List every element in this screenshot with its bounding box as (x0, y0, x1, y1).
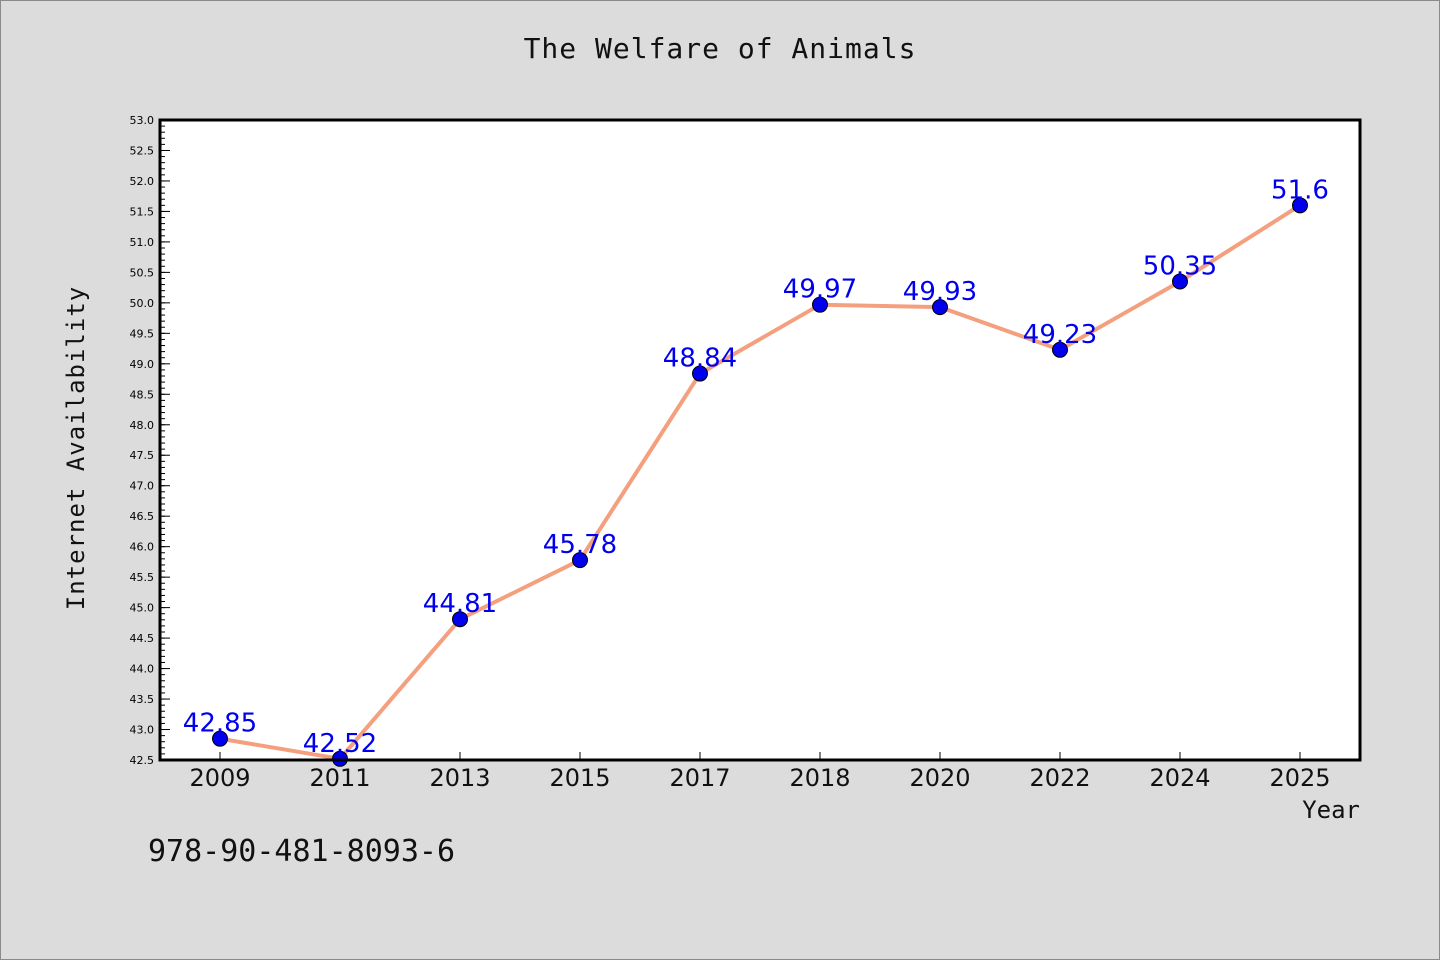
x-tick-label: 2015 (549, 764, 610, 792)
y-tick-label: 48.0 (130, 419, 155, 432)
data-point (212, 730, 228, 747)
data-label: 48.84 (663, 344, 737, 374)
y-tick-label: 46.5 (130, 510, 155, 523)
y-tick-label: 49.5 (130, 327, 155, 340)
data-label: 51.6 (1271, 175, 1329, 205)
y-tick-label: 42.5 (130, 754, 155, 767)
data-point (812, 296, 828, 313)
y-tick-label: 49.0 (130, 358, 155, 371)
y-tick-label: 51.0 (130, 236, 155, 249)
data-label: 42.85 (183, 709, 257, 739)
y-tick-label: 43.0 (130, 724, 155, 737)
data-point (1052, 341, 1068, 358)
y-tick-label: 45.5 (130, 571, 155, 584)
x-tick-label: 2024 (1149, 764, 1210, 792)
plot-border (158, 118, 1362, 762)
data-label: 45.78 (543, 530, 617, 560)
x-axis-label: Year (1302, 796, 1360, 824)
data-point (1172, 273, 1188, 290)
y-tick-label: 50.5 (130, 266, 155, 279)
x-tick-label: 2022 (1029, 764, 1090, 792)
data-label: 42.52 (303, 729, 377, 759)
x-tick-label: 2018 (789, 764, 850, 792)
data-label: 50.35 (1143, 252, 1217, 282)
y-tick-label: 43.5 (130, 693, 155, 706)
data-point (452, 611, 468, 628)
x-tick-label: 2020 (909, 764, 970, 792)
data-label: 49.93 (903, 277, 977, 307)
y-tick-label: 47.5 (130, 449, 155, 462)
series-markers (212, 197, 1308, 767)
y-axis-ticks: 42.5 43.0 43.5 44.0 44.5 45.0 45.5 46.0 46.5 47.0… (130, 114, 170, 767)
data-point (692, 365, 708, 382)
x-tick-label: 2013 (429, 764, 490, 792)
data-point (932, 299, 948, 316)
y-tick-label: 45.0 (130, 602, 155, 615)
series-line (219, 203, 1302, 761)
y-tick-label: 46.0 (130, 541, 155, 554)
data-labels: 42.85 42.52 44.81 45.78 48.84 49.97 49.93 49.23… (183, 175, 1329, 758)
y-tick-label: 44.0 (130, 663, 155, 676)
data-point (572, 552, 588, 569)
data-label: 49.23 (1023, 320, 1097, 350)
y-tick-label: 51.5 (130, 205, 155, 218)
x-axis-ticks: 2009 2011 2013 2015 2017 2018 2020 2022 2024 2025 (189, 752, 1331, 792)
x-tick-label: 2025 (1269, 764, 1330, 792)
y-tick-label: 50.0 (130, 297, 155, 310)
isbn-text: 978-90-481-8093-6 (148, 834, 456, 869)
data-point (1292, 197, 1308, 214)
chart-title: The Welfare of Animals (523, 32, 917, 65)
plot-area (160, 120, 1360, 760)
y-tick-label: 48.5 (130, 388, 155, 401)
x-tick-label: 2009 (189, 764, 250, 792)
y-tick-label: 53.0 (130, 114, 155, 127)
data-label: 49.97 (783, 275, 857, 305)
y-tick-label: 44.5 (130, 632, 155, 645)
x-tick-label: 2011 (309, 764, 370, 792)
x-tick-label: 2017 (669, 764, 730, 792)
y-tick-label: 47.0 (130, 480, 155, 493)
y-tick-label: 52.0 (130, 175, 155, 188)
y-tick-label: 52.5 (130, 144, 155, 157)
data-label: 44.81 (423, 589, 497, 619)
